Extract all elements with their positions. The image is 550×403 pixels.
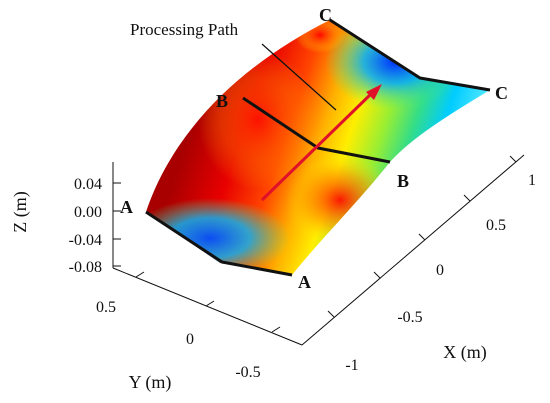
y-tick-label: 0.5 (96, 299, 116, 316)
x-axis-title: X (m) (443, 342, 487, 363)
callout-label: Processing Path (130, 20, 239, 39)
x-tick-label: -0.5 (397, 309, 422, 326)
x-tick-mark (509, 155, 517, 163)
y-tick-mark (271, 326, 281, 333)
x-tick-label: -1 (345, 357, 358, 374)
point-label-b-right: B (397, 171, 409, 191)
cut-line-c (329, 18, 491, 92)
x-tick-label: 1 (528, 172, 536, 189)
callout-leader-line (261, 43, 337, 111)
y-tick-mark (205, 300, 215, 307)
point-label-c-right: C (495, 83, 508, 103)
cut-line-a (145, 210, 293, 277)
x-tick-label: 0.5 (486, 217, 506, 234)
y-tick-mark (135, 271, 145, 278)
x-tick-label: 0 (436, 262, 444, 279)
x-tick-mark (373, 271, 381, 279)
point-label-a-right: A (298, 272, 311, 292)
x-tick-mark (418, 233, 426, 241)
y-tick-label: -0.5 (235, 364, 260, 381)
axis-frame (112, 154, 525, 346)
x-ticks (327, 155, 517, 318)
y-axis-line (112, 267, 303, 346)
x-axis-line (301, 154, 525, 346)
z-axis-title: Z (m) (10, 191, 31, 232)
x-tick-mark (463, 194, 471, 202)
point-label-a-left: A (120, 197, 133, 217)
surface-red-region (198, 50, 318, 190)
processing-path-arrow (260, 84, 382, 202)
z-tick-label: -0.04 (69, 232, 102, 249)
point-label-b-left: B (216, 91, 228, 111)
cut-lines (145, 18, 491, 277)
y-ticks (135, 271, 281, 333)
point-label-c-top: C (319, 5, 332, 25)
path-arrow-shaft (260, 91, 374, 202)
y-axis-title: Y (m) (129, 372, 172, 393)
x-tick-mark (327, 310, 335, 318)
path-arrow-head (366, 84, 382, 100)
y-tick-label: 0 (186, 331, 194, 348)
z-tick-label: 0.04 (74, 176, 102, 193)
cut-line-b (242, 96, 391, 164)
z-ticks (113, 182, 121, 267)
surface-red-region (285, 155, 395, 245)
z-tick-label: -0.08 (69, 259, 102, 276)
z-tick-label: 0.00 (74, 204, 102, 221)
surface-blue-region (146, 198, 290, 275)
